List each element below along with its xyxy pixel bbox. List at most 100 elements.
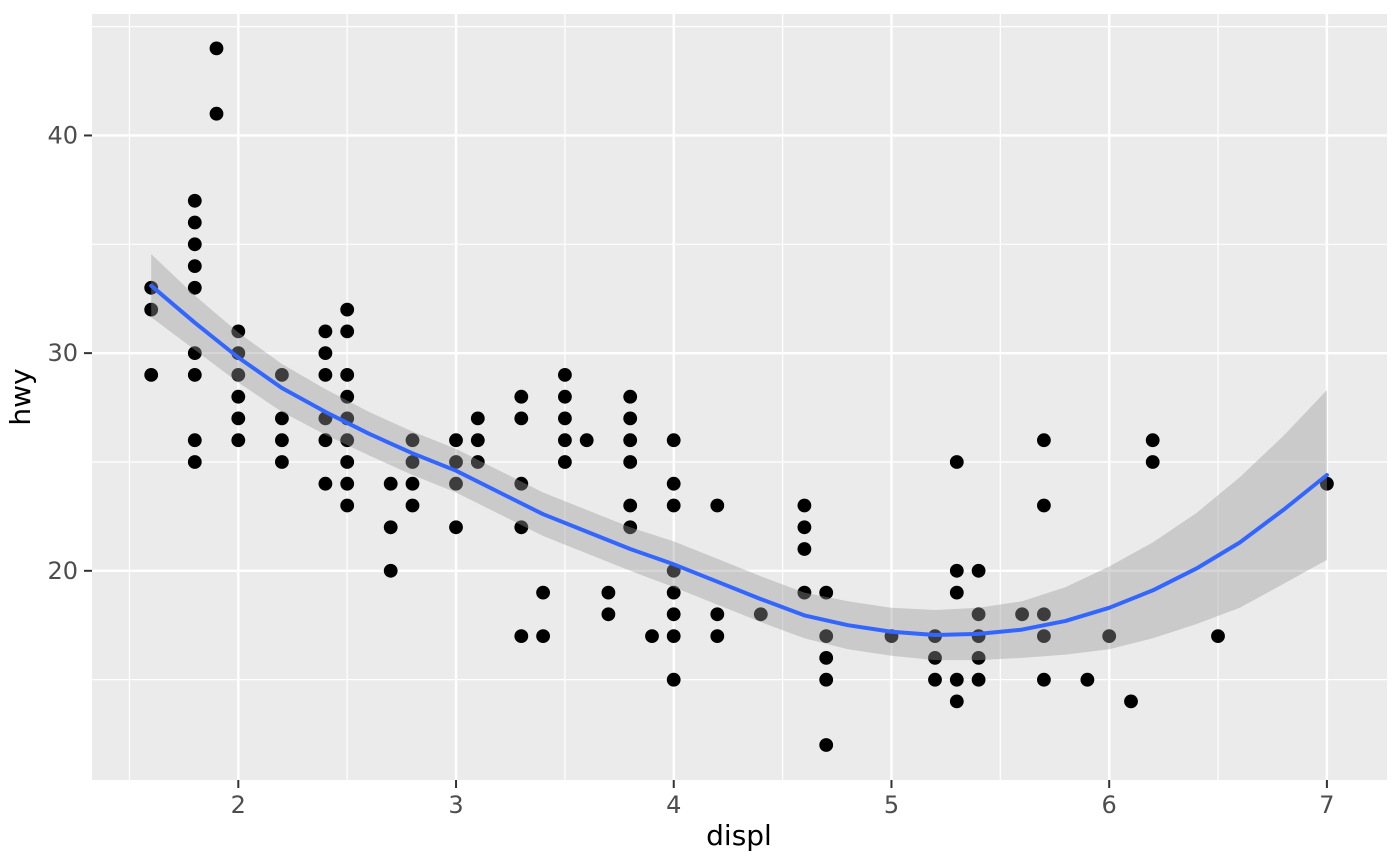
data-point bbox=[231, 433, 246, 448]
data-point bbox=[819, 585, 834, 600]
data-point bbox=[231, 411, 246, 426]
data-point bbox=[666, 629, 681, 643]
data-point bbox=[623, 411, 638, 426]
data-point bbox=[1080, 672, 1095, 687]
data-point bbox=[558, 411, 572, 426]
data-point bbox=[187, 193, 202, 208]
data-point bbox=[209, 106, 224, 121]
data-point bbox=[187, 433, 202, 448]
axis-tick-marks bbox=[84, 134, 1328, 788]
data-point bbox=[819, 738, 834, 752]
data-point bbox=[819, 651, 834, 665]
data-point bbox=[601, 585, 616, 600]
data-point bbox=[449, 476, 463, 491]
y-tick-label: 30 bbox=[47, 339, 78, 367]
plot-panel bbox=[92, 14, 1387, 780]
ribbon-area bbox=[151, 254, 1327, 661]
panel-background bbox=[92, 14, 1387, 780]
data-point bbox=[318, 476, 333, 491]
data-point bbox=[449, 520, 463, 535]
data-point bbox=[231, 368, 246, 382]
data-point bbox=[971, 651, 986, 665]
data-point bbox=[470, 455, 485, 469]
data-point bbox=[1037, 498, 1051, 513]
data-point bbox=[819, 672, 834, 687]
scatter-points bbox=[144, 41, 1334, 752]
data-point bbox=[949, 585, 964, 600]
data-point bbox=[623, 433, 638, 448]
data-point bbox=[971, 563, 986, 578]
data-point bbox=[340, 433, 355, 448]
data-point bbox=[470, 433, 485, 448]
data-point bbox=[1211, 629, 1225, 643]
data-point bbox=[340, 389, 355, 404]
data-point bbox=[1037, 672, 1051, 687]
data-point bbox=[383, 563, 398, 578]
data-point bbox=[623, 389, 638, 404]
data-point bbox=[187, 280, 202, 295]
data-point bbox=[318, 433, 333, 448]
data-point bbox=[797, 498, 812, 513]
data-point bbox=[187, 237, 202, 252]
data-point bbox=[405, 455, 420, 469]
data-point bbox=[340, 498, 355, 513]
data-point bbox=[275, 455, 289, 469]
data-point bbox=[558, 433, 572, 448]
data-point bbox=[1037, 629, 1051, 643]
data-point bbox=[645, 629, 659, 643]
data-point bbox=[753, 607, 768, 622]
data-point bbox=[579, 433, 594, 448]
data-point bbox=[666, 607, 681, 622]
data-point bbox=[949, 694, 964, 709]
data-point bbox=[601, 607, 616, 622]
data-point bbox=[623, 498, 638, 513]
data-point bbox=[514, 629, 529, 643]
data-point bbox=[470, 411, 485, 426]
data-point bbox=[928, 672, 942, 687]
data-point bbox=[1124, 694, 1138, 709]
data-point bbox=[340, 368, 355, 382]
data-point bbox=[318, 368, 333, 382]
data-point bbox=[949, 455, 964, 469]
x-tick-label: 3 bbox=[448, 791, 463, 819]
data-point bbox=[797, 585, 812, 600]
data-point bbox=[405, 433, 420, 448]
data-point bbox=[1015, 607, 1029, 622]
data-point bbox=[1145, 455, 1160, 469]
data-point bbox=[383, 476, 398, 491]
data-point bbox=[514, 411, 529, 426]
data-point bbox=[383, 520, 398, 535]
data-point bbox=[797, 520, 812, 535]
data-point bbox=[144, 368, 159, 382]
data-point bbox=[710, 498, 725, 513]
data-point bbox=[340, 476, 355, 491]
axis-tick-labels: 2 3 4 5 6 7 20 30 40 bbox=[47, 121, 1334, 819]
data-point bbox=[231, 389, 246, 404]
smooth-line bbox=[149, 283, 1329, 637]
data-point bbox=[558, 389, 572, 404]
data-point bbox=[666, 498, 681, 513]
x-tick-label: 5 bbox=[884, 791, 899, 819]
confidence-ribbon bbox=[151, 254, 1327, 661]
data-point bbox=[797, 542, 812, 556]
y-axis-title: hwy bbox=[4, 368, 37, 425]
data-point bbox=[819, 629, 834, 643]
data-point bbox=[187, 455, 202, 469]
data-point bbox=[623, 520, 638, 535]
data-point bbox=[187, 346, 202, 360]
data-point bbox=[710, 629, 725, 643]
data-point bbox=[623, 455, 638, 469]
x-axis-title: displ bbox=[706, 819, 772, 852]
data-point bbox=[558, 368, 572, 382]
data-point bbox=[340, 455, 355, 469]
data-point bbox=[1037, 433, 1051, 448]
data-point bbox=[449, 455, 463, 469]
x-tick-label: 6 bbox=[1102, 791, 1117, 819]
data-point bbox=[536, 585, 550, 600]
data-point bbox=[187, 259, 202, 273]
data-point bbox=[209, 41, 224, 56]
data-point bbox=[187, 215, 202, 230]
data-point bbox=[666, 585, 681, 600]
